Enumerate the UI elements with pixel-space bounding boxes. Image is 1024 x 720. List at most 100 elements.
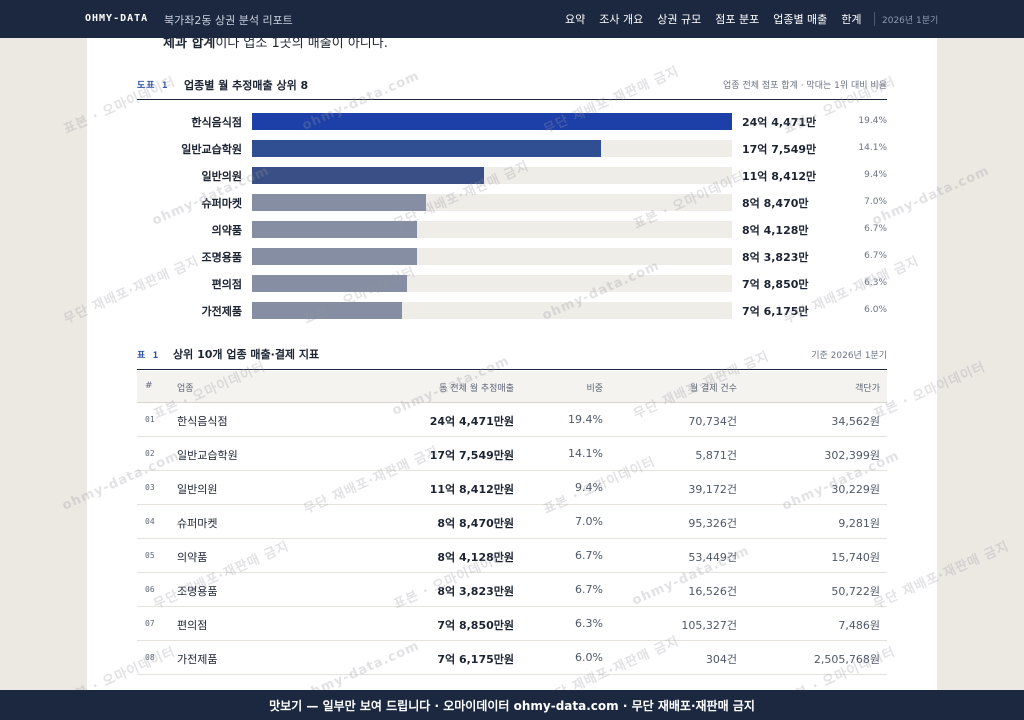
- bar[interactable]: [252, 167, 484, 184]
- row-count: 95,326건: [688, 517, 737, 530]
- row-number: 06: [145, 585, 155, 594]
- figure-note: 업종 전체 점포 합계 · 막대는 1위 대비 비율: [723, 81, 887, 91]
- table-title: 상위 10개 업종 매출·결제 지표: [173, 348, 320, 361]
- row-sales: 8억 8,470만원: [437, 517, 514, 530]
- row-industry: 슈퍼마켓: [177, 517, 218, 530]
- bar-share-label: 6.7%: [864, 251, 887, 261]
- row-sales: 17억 7,549만원: [429, 449, 514, 462]
- row-industry: 편의점: [177, 619, 208, 632]
- row-avg-price: 302,399원: [824, 449, 880, 462]
- report-subtitle: 북가좌2동 상권 분석 리포트: [164, 14, 293, 27]
- row-avg-price: 50,722원: [831, 585, 880, 598]
- bar-value-label: 11억 8,412만: [742, 170, 817, 183]
- top-nav: 요약 조사 개요 상권 규모 점포 분포 업종별 매출 한계: [565, 11, 876, 27]
- report-sheet: 체과 합계이나 업소 1곳의 매출이 아니다. 도표 1 업종별 월 추정매출 …: [87, 38, 937, 690]
- row-count: 39,172건: [688, 483, 737, 496]
- row-industry: 조명용품: [177, 585, 218, 598]
- table-row[interactable]: 06 조명용품 8억 3,823만원 6.7% 16,526건 50,722원: [137, 573, 887, 607]
- row-share: 9.4%: [575, 481, 603, 494]
- industry-table: # 업종 동 전체 월 추정매출 비중 월 결제 건수 객단가 01 한식음식점 2…: [137, 371, 887, 675]
- col-header-industry[interactable]: 업종: [177, 384, 194, 394]
- intro-rest: 이나 업소 1곳의 매출이 아니다.: [215, 38, 388, 51]
- nav-item-sales-by-industry[interactable]: 업종별 매출: [773, 13, 828, 26]
- bar-category-label: 한식음식점: [191, 116, 242, 129]
- row-count: 5,871건: [695, 449, 737, 462]
- row-number: 04: [145, 517, 155, 526]
- bar[interactable]: [252, 113, 732, 130]
- bar-share-label: 6.0%: [864, 305, 887, 315]
- bar-value-label: 7억 6,175만: [742, 305, 809, 318]
- table-row[interactable]: 02 일반교습학원 17억 7,549만원 14.1% 5,871건 302,399원: [137, 437, 887, 471]
- bar[interactable]: [252, 194, 426, 211]
- row-sales: 8억 4,128만원: [437, 551, 514, 564]
- nav-item-overview[interactable]: 조사 개요: [599, 13, 644, 26]
- col-header-avg[interactable]: 객단가: [855, 384, 880, 394]
- row-sales: 8억 3,823만원: [437, 585, 514, 598]
- row-avg-price: 15,740원: [831, 551, 880, 564]
- sales-bar-chart: 한식음식점 24억 4,471만 19.4% 일반교습학원 17억 7,549만 14.1…: [87, 38, 937, 338]
- bar-value-label: 8억 3,823만: [742, 251, 809, 264]
- bar-value-label: 8억 8,470만: [742, 197, 809, 210]
- table-row[interactable]: 01 한식음식점 24억 4,471만원 19.4% 70,734건 34,562원: [137, 403, 887, 437]
- col-header-share[interactable]: 비중: [586, 384, 603, 394]
- bar-value-label: 17억 7,549만: [742, 143, 817, 156]
- row-avg-price: 2,505,768원: [813, 653, 880, 666]
- row-avg-price: 30,229원: [831, 483, 880, 496]
- row-share: 6.7%: [575, 549, 603, 562]
- bar-share-label: 7.0%: [864, 197, 887, 207]
- row-share: 6.0%: [575, 651, 603, 664]
- table-row[interactable]: 07 편의점 7억 8,850만원 6.3% 105,327건 7,486원: [137, 607, 887, 641]
- row-industry: 한식음식점: [177, 415, 228, 428]
- row-industry: 의약품: [177, 551, 208, 564]
- bar-category-label: 일반교습학원: [181, 143, 242, 156]
- table-row[interactable]: 05 의약품 8억 4,128만원 6.7% 53,449건 15,740원: [137, 539, 887, 573]
- bar[interactable]: [252, 302, 402, 319]
- bar-value-label: 8억 4,128만: [742, 224, 809, 237]
- row-count: 53,449건: [688, 551, 737, 564]
- bar[interactable]: [252, 275, 407, 292]
- row-sales: 24억 4,471만원: [429, 415, 514, 428]
- figure-title: 업종별 월 추정매출 상위 8: [184, 79, 309, 92]
- table-body: 01 한식음식점 24억 4,471만원 19.4% 70,734건 34,562원 02 일…: [137, 403, 887, 675]
- row-avg-price: 34,562원: [831, 415, 880, 428]
- col-header-sales[interactable]: 동 전체 월 추정매출: [439, 384, 514, 394]
- bar-track: [252, 113, 732, 130]
- row-number: 08: [145, 653, 155, 662]
- bar[interactable]: [252, 140, 601, 157]
- nav-item-store-distribution[interactable]: 점포 분포: [715, 13, 760, 26]
- table-header: 표 1 상위 10개 업종 매출·결제 지표 기준 2026년 1분기: [137, 344, 887, 370]
- bar-share-label: 6.7%: [864, 224, 887, 234]
- nav-item-market-size[interactable]: 상권 규모: [657, 13, 702, 26]
- brand-logo[interactable]: OHMY-DATA: [85, 13, 149, 24]
- nav-item-summary[interactable]: 요약: [565, 13, 586, 26]
- top-bar: OHMY-DATA 북가좌2동 상권 분석 리포트 요약 조사 개요 상권 규모…: [0, 0, 1024, 38]
- row-share: 7.0%: [575, 515, 603, 528]
- row-count: 304건: [705, 653, 737, 666]
- row-industry: 일반교습학원: [177, 449, 238, 462]
- bar-value-label: 7억 8,850만: [742, 278, 809, 291]
- col-header-count[interactable]: 월 결제 건수: [689, 384, 737, 394]
- table-row[interactable]: 03 일반의원 11억 8,412만원 9.4% 39,172건 30,229원: [137, 471, 887, 505]
- nav-item-limitations[interactable]: 한계: [841, 13, 862, 26]
- row-count: 70,734건: [688, 415, 737, 428]
- table-row[interactable]: 04 슈퍼마켓 8억 8,470만원 7.0% 95,326건 9,281원: [137, 505, 887, 539]
- row-sales: 11억 8,412만원: [429, 483, 514, 496]
- col-header-no[interactable]: #: [145, 381, 153, 391]
- bar-track: [252, 302, 732, 319]
- row-number: 07: [145, 619, 155, 628]
- row-count: 16,526건: [688, 585, 737, 598]
- bar-track: [252, 248, 732, 265]
- bar-track: [252, 221, 732, 238]
- table-number: 표 1: [137, 351, 160, 361]
- bar[interactable]: [252, 248, 417, 265]
- bar-category-label: 슈퍼마켓: [201, 197, 242, 210]
- figure-header: 도표 1 업종별 월 추정매출 상위 8 업종 전체 점포 합계 · 막대는 1…: [137, 76, 887, 100]
- table-row[interactable]: 08 가전제품 7억 6,175만원 6.0% 304건 2,505,768원: [137, 641, 887, 675]
- bar[interactable]: [252, 221, 417, 238]
- row-sales: 7억 8,850만원: [437, 619, 514, 632]
- row-count: 105,327건: [681, 619, 737, 632]
- footer-banner: 맛보기 — 일부만 보여 드립니다 · 오마이데이터 ohmy-data.com…: [0, 690, 1024, 720]
- bar-share-label: 6.3%: [864, 278, 887, 288]
- row-share: 19.4%: [568, 413, 603, 426]
- row-avg-price: 7,486원: [838, 619, 880, 632]
